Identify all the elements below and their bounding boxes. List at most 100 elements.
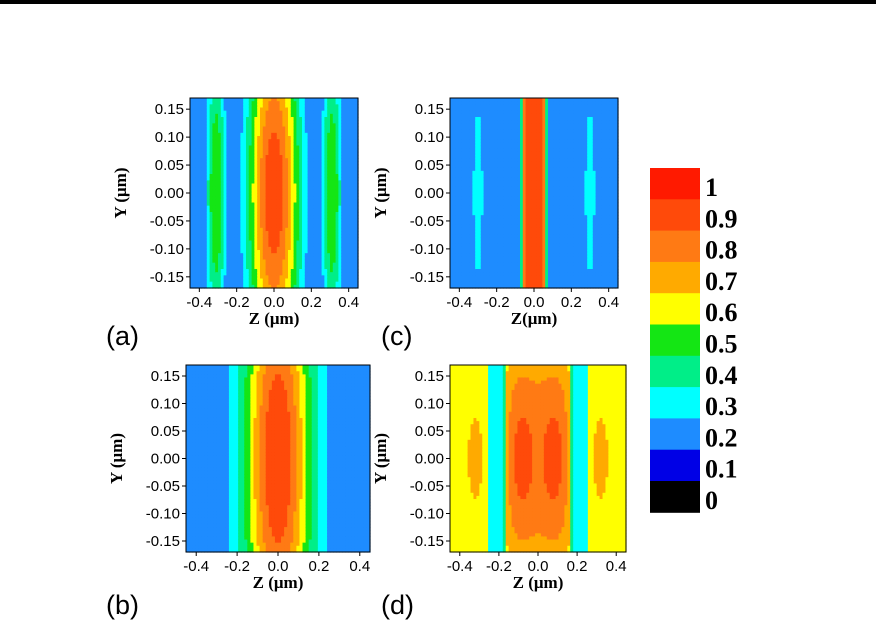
heat-cell bbox=[195, 278, 199, 283]
heat-cell bbox=[215, 199, 219, 204]
heat-cell bbox=[232, 284, 236, 289]
heat-cell bbox=[220, 205, 225, 210]
heat-cell bbox=[234, 243, 239, 248]
heat-cell bbox=[198, 265, 202, 270]
heat-cell bbox=[226, 126, 230, 131]
heat-cell bbox=[198, 161, 202, 166]
heat-cell bbox=[237, 265, 241, 270]
heat-cell bbox=[234, 155, 239, 159]
heat-cell bbox=[234, 123, 239, 128]
heat-cell bbox=[229, 272, 233, 276]
heat-cell bbox=[195, 202, 199, 207]
heat-cell bbox=[212, 104, 216, 109]
heat-cell bbox=[220, 199, 225, 204]
heat-cell bbox=[237, 218, 241, 223]
heat-cell bbox=[232, 193, 236, 197]
heat-cell bbox=[192, 139, 197, 143]
heat-cell bbox=[190, 193, 194, 197]
heat-cell bbox=[206, 117, 211, 121]
heat-cell bbox=[218, 142, 222, 147]
heat-cell bbox=[220, 110, 225, 115]
heat-cell bbox=[212, 110, 216, 115]
heat-cell bbox=[195, 227, 199, 232]
heat-cell bbox=[223, 202, 227, 207]
heat-cell bbox=[198, 151, 202, 156]
heat-cell bbox=[192, 243, 197, 248]
heat-cell bbox=[237, 129, 241, 134]
heat-cell bbox=[223, 246, 227, 251]
heat-cell bbox=[220, 161, 225, 166]
heat-cell bbox=[190, 199, 194, 204]
heat-cell bbox=[209, 142, 213, 147]
heat-cell bbox=[229, 237, 233, 242]
heat-cell bbox=[204, 253, 208, 257]
heat-cell bbox=[195, 158, 199, 162]
heat-cell bbox=[206, 221, 211, 226]
heat-cell bbox=[204, 243, 208, 248]
heat-cell bbox=[209, 253, 213, 257]
heat-cell bbox=[220, 278, 225, 283]
heat-cell bbox=[218, 196, 222, 200]
heat-cell bbox=[212, 199, 216, 204]
heat-cell bbox=[234, 126, 239, 131]
heat-cell bbox=[215, 167, 219, 172]
heat-cell bbox=[192, 113, 197, 118]
heat-cell bbox=[198, 164, 202, 169]
heat-cell bbox=[195, 123, 199, 128]
heat-cell bbox=[237, 246, 241, 251]
heat-cell bbox=[192, 196, 197, 200]
heat-cell bbox=[229, 275, 233, 280]
heat-cell bbox=[198, 120, 202, 124]
heat-cell bbox=[237, 120, 241, 124]
heat-cell bbox=[237, 212, 241, 216]
heat-cell bbox=[232, 139, 236, 143]
heat-cell bbox=[218, 145, 222, 150]
heat-cell bbox=[212, 139, 216, 143]
heat-cell bbox=[220, 98, 225, 102]
heat-cell bbox=[198, 237, 202, 242]
heat-cell bbox=[226, 253, 230, 257]
heat-cell bbox=[206, 113, 211, 118]
heat-cell bbox=[204, 218, 208, 223]
heat-cell bbox=[209, 189, 213, 194]
heat-cell bbox=[229, 218, 233, 223]
heat-cell bbox=[206, 174, 211, 178]
heat-cell bbox=[220, 221, 225, 226]
heat-cell bbox=[198, 180, 202, 185]
heat-cell bbox=[220, 240, 225, 245]
heat-cell bbox=[223, 186, 227, 191]
heat-cell bbox=[237, 205, 241, 210]
heat-cell bbox=[195, 234, 199, 238]
heat-cell bbox=[218, 227, 222, 232]
heat-cell bbox=[223, 234, 227, 238]
heat-cell bbox=[220, 189, 225, 194]
heat-cell bbox=[215, 155, 219, 159]
heat-cell bbox=[220, 126, 225, 131]
heat-cell bbox=[220, 142, 225, 147]
heat-cell bbox=[229, 158, 233, 162]
heat-cell bbox=[195, 155, 199, 159]
heat-cell bbox=[190, 139, 194, 143]
heat-cell bbox=[220, 275, 225, 280]
heat-cell bbox=[204, 234, 208, 238]
heat-cell bbox=[206, 250, 211, 254]
heat-cell bbox=[209, 231, 213, 235]
heat-cell bbox=[195, 104, 199, 109]
heat-cell bbox=[226, 234, 230, 238]
heat-cell bbox=[226, 158, 230, 162]
heat-cell bbox=[237, 199, 241, 204]
heat-cell bbox=[226, 221, 230, 226]
heat-cell bbox=[232, 126, 236, 131]
heat-cell bbox=[229, 107, 233, 112]
heat-cell bbox=[209, 243, 213, 248]
heat-cell bbox=[237, 231, 241, 235]
heat-cell bbox=[190, 107, 194, 112]
heat-cell bbox=[201, 136, 205, 140]
heat-cell bbox=[234, 161, 239, 166]
heat-cell bbox=[201, 265, 205, 270]
heat-cell bbox=[212, 243, 216, 248]
heat-cell bbox=[212, 227, 216, 232]
heat-cell bbox=[226, 183, 230, 188]
heat-cell bbox=[223, 98, 227, 102]
